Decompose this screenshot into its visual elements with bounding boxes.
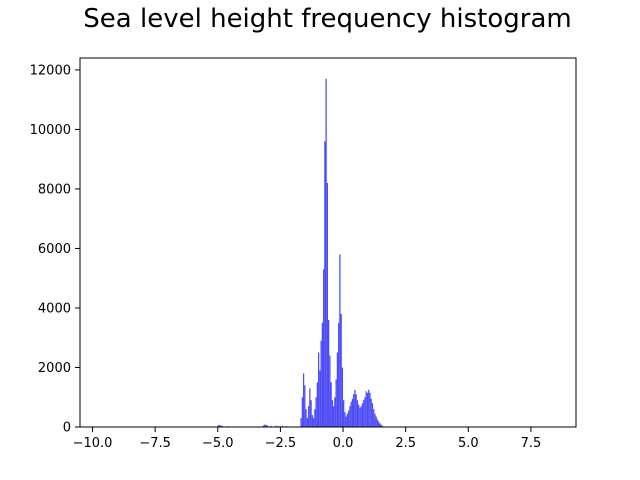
histogram-bar [350, 401, 352, 427]
y-tick-label: 6000 [38, 242, 71, 257]
histogram-bar [335, 379, 337, 427]
x-tick-label: 7.5 [521, 436, 542, 451]
histogram-bar [343, 400, 345, 427]
histogram-bar [364, 397, 366, 427]
histogram-bar [321, 322, 323, 427]
x-tick-label: −10.0 [73, 436, 113, 451]
histogram-bar [264, 424, 266, 427]
histogram-bar [319, 370, 321, 427]
histogram-bar [333, 406, 335, 427]
histogram-bar [378, 421, 380, 427]
histogram-bar [314, 409, 316, 427]
histogram-bar [374, 413, 376, 427]
histogram-bar [304, 385, 306, 427]
histogram-bar [275, 425, 277, 427]
histogram-bar [345, 416, 347, 427]
histogram-bar [370, 398, 372, 427]
histogram-bar [331, 400, 334, 427]
x-tick-label: −7.5 [139, 436, 171, 451]
x-tick-label: −5.0 [202, 436, 234, 451]
histogram-bar [376, 419, 379, 427]
histogram-bar [320, 340, 322, 427]
chart-title: Sea level height frequency histogram [83, 4, 572, 34]
histogram-bar [325, 78, 327, 428]
histogram-bar [341, 367, 344, 427]
histogram-bar [379, 423, 381, 427]
histogram-bar [361, 403, 364, 427]
y-tick-label: 4000 [38, 301, 71, 316]
histogram-bar [266, 425, 268, 427]
histogram-bar [306, 418, 308, 427]
histogram-bar [340, 313, 342, 427]
histogram-bar [339, 254, 341, 427]
histogram-bar [366, 392, 369, 427]
histogram-bar [329, 355, 331, 427]
histogram-bar [217, 425, 220, 427]
y-tick-label: 10000 [30, 123, 71, 138]
histogram-bar [334, 397, 336, 427]
x-axis-ticks: −10.0 −7.5 −5.0 −2.5 0.0 2.5 5.0 7.5 [73, 427, 542, 451]
histogram-bar [356, 400, 359, 427]
histogram-bar [305, 409, 307, 427]
histogram-bar [368, 389, 370, 427]
histogram-bar [220, 425, 222, 427]
histogram-bar [265, 424, 267, 427]
histogram-bar [300, 418, 302, 427]
histogram-bar [221, 425, 223, 427]
x-tick-label: −2.5 [265, 436, 297, 451]
histogram-bar [336, 352, 339, 427]
histogram-bar [312, 418, 315, 427]
histogram-bar [351, 398, 354, 427]
histogram-bar [307, 406, 310, 427]
histogram-bar [330, 382, 332, 427]
x-tick-label: 0.0 [333, 436, 354, 451]
histogram-bar [349, 406, 351, 427]
histogram-bar [324, 141, 326, 428]
y-tick-label: 12000 [30, 63, 71, 78]
histogram-bar [358, 404, 360, 427]
histogram-bar [316, 382, 318, 427]
histogram-bar [373, 409, 375, 427]
histogram-bar [344, 412, 346, 427]
histogram-bar [310, 400, 312, 427]
histogram-bar [270, 425, 272, 427]
histogram-bar [365, 391, 367, 427]
histogram-bar [371, 403, 374, 427]
histogram-bar [359, 407, 361, 427]
histogram-bar [369, 392, 371, 427]
histogram-bar [354, 389, 356, 427]
histogram-bar [326, 182, 328, 427]
x-tick-label: 2.5 [395, 436, 416, 451]
y-tick-label: 2000 [38, 361, 71, 376]
histogram-bar [353, 394, 355, 427]
histogram-bar [281, 425, 283, 427]
histogram-bar [302, 373, 305, 427]
histogram-bar [315, 397, 317, 427]
histogram-bar [348, 410, 350, 427]
histogram-bar [301, 397, 303, 427]
histogram-bar [363, 400, 365, 427]
histogram-bars [217, 78, 384, 428]
histogram-bar [381, 425, 384, 427]
x-tick-label: 5.0 [458, 436, 479, 451]
histogram-bar [355, 394, 357, 427]
histogram-bar [360, 406, 362, 427]
histogram-bar [338, 322, 340, 427]
histogram-bar [309, 388, 311, 427]
histogram-bar [375, 416, 377, 427]
histogram-bar [322, 269, 325, 427]
histogram-bar [311, 415, 313, 427]
y-tick-label: 8000 [38, 182, 71, 197]
histogram-bar [317, 352, 320, 427]
y-tick-label: 0 [63, 421, 71, 436]
histogram-bar [328, 319, 330, 427]
histogram-bar [346, 413, 349, 427]
histogram-bar [380, 424, 382, 427]
histogram-bar [219, 424, 221, 427]
plot-area-frame [79, 57, 577, 428]
histogram-bar [262, 425, 265, 427]
y-axis-ticks: 0 2000 4000 6000 8000 10000 12000 [30, 63, 80, 436]
